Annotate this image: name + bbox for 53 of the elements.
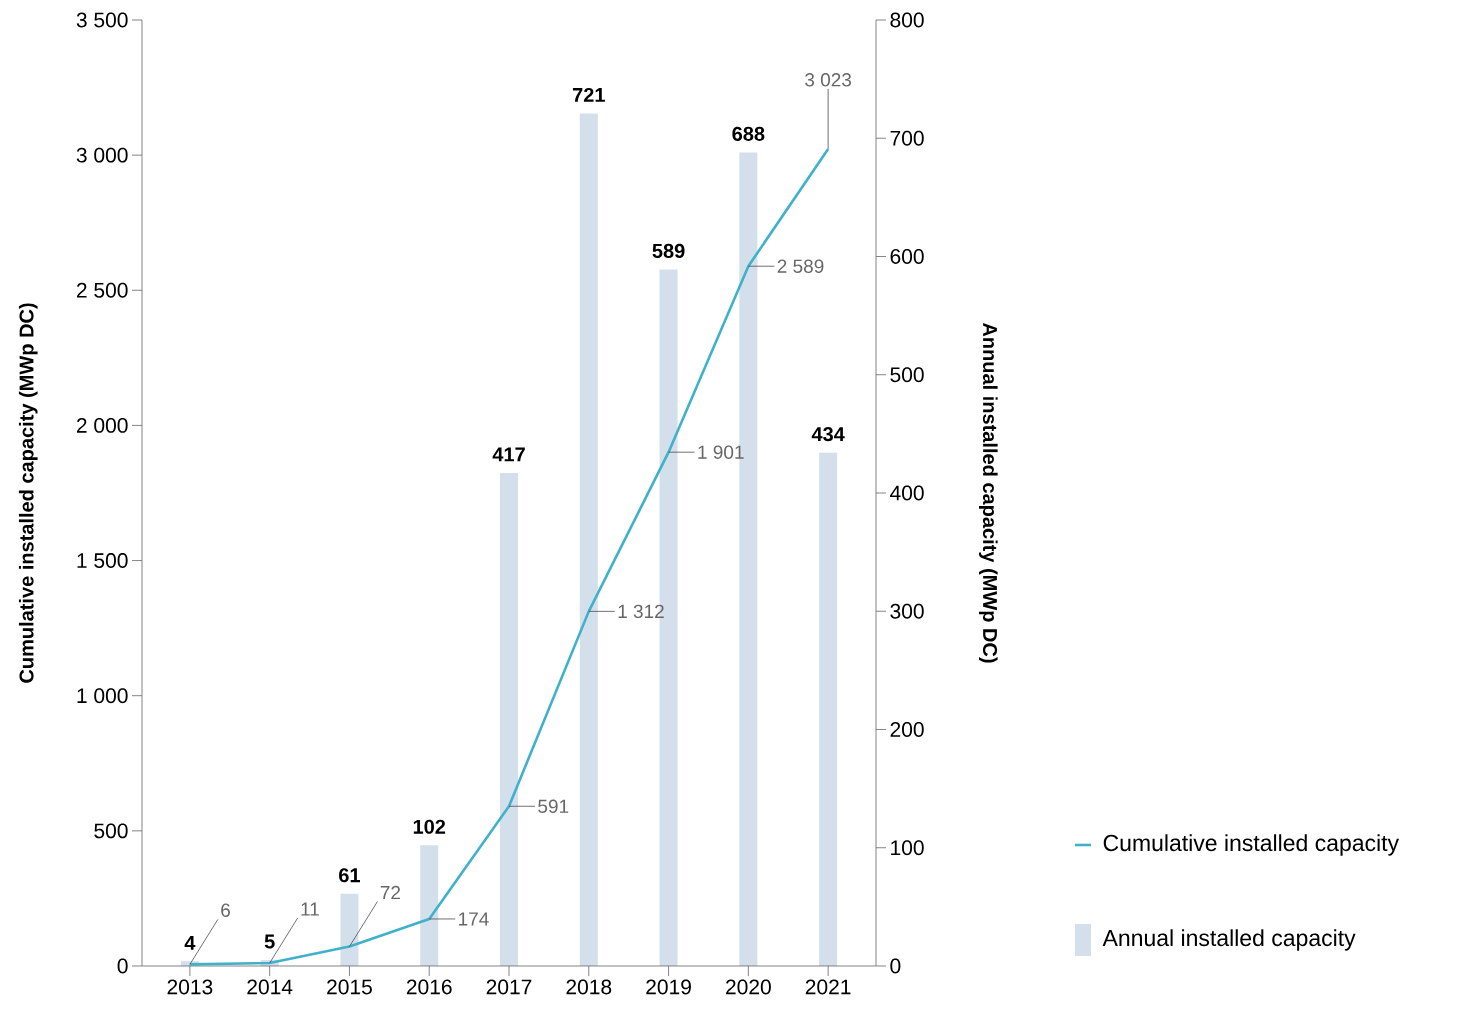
data-label: 417 bbox=[492, 447, 525, 462]
y-tick-label: 1 500 bbox=[77, 553, 128, 568]
x-tick-label: 2016 bbox=[406, 979, 452, 995]
bar bbox=[500, 472, 519, 966]
y-tick-label: 3 000 bbox=[76, 147, 128, 163]
x-tick-label: 2021 bbox=[805, 979, 851, 995]
x-tick-label: 2017 bbox=[486, 979, 532, 995]
data-label: 6 bbox=[221, 903, 230, 917]
y-tick-label: 3 500 bbox=[76, 12, 128, 28]
data-label: 4 bbox=[184, 935, 196, 950]
y2-tick-label: 600 bbox=[890, 249, 924, 264]
data-label: 1 312 bbox=[618, 604, 664, 619]
data-label: 5 bbox=[264, 934, 275, 949]
y2-tick-label: 500 bbox=[890, 367, 924, 383]
data-label: 11 bbox=[301, 902, 319, 916]
bar bbox=[340, 893, 359, 966]
y2-tick-label: 100 bbox=[891, 840, 924, 856]
bar bbox=[579, 113, 598, 966]
data-label: 72 bbox=[380, 885, 401, 900]
x-tick-label: 2014 bbox=[247, 979, 293, 995]
data-label: 174 bbox=[459, 912, 489, 926]
x-tick-label: 2018 bbox=[566, 979, 612, 995]
y2-tick-label: 0 bbox=[890, 958, 901, 974]
bar bbox=[420, 845, 439, 966]
data-label: 591 bbox=[538, 799, 569, 813]
y-tick-label: 0 bbox=[117, 958, 128, 974]
bar bbox=[819, 452, 838, 966]
data-label: 61 bbox=[339, 868, 361, 883]
x-tick-label: 2013 bbox=[167, 979, 213, 995]
y2-tick-label: 800 bbox=[890, 12, 924, 28]
y-tick-label: 2 500 bbox=[76, 282, 128, 298]
y-tick-label: 500 bbox=[94, 823, 128, 839]
data-label: 3 023 bbox=[805, 73, 852, 87]
legend-label: Cumulative installed capacity bbox=[1103, 834, 1400, 856]
data-label: 589 bbox=[652, 243, 685, 258]
y2-tick-label: 400 bbox=[890, 485, 924, 501]
data-label: 1 901 bbox=[698, 445, 744, 459]
x-tick-label: 2019 bbox=[646, 979, 691, 995]
data-label: 2 589 bbox=[777, 259, 824, 273]
y2-tick-label: 700 bbox=[890, 130, 924, 146]
y2-tick-label: 300 bbox=[890, 603, 924, 619]
data-label: 102 bbox=[413, 819, 446, 834]
y2-axis-title: Annual installed capacity (MWp DC) bbox=[978, 322, 998, 663]
data-label: 721 bbox=[572, 87, 605, 102]
y-axis-title: Cumulative installed capacity (MWp DC) bbox=[18, 303, 38, 683]
data-label: 688 bbox=[732, 126, 765, 141]
data-label: 434 bbox=[811, 427, 845, 442]
y-tick-label: 1 000 bbox=[77, 688, 128, 704]
x-tick-label: 2020 bbox=[726, 979, 771, 995]
x-tick-label: 2015 bbox=[327, 979, 372, 995]
y-tick-label: 2 000 bbox=[76, 417, 128, 433]
y2-tick-label: 200 bbox=[890, 722, 924, 737]
legend-label: Annual installed capacity bbox=[1102, 929, 1356, 951]
